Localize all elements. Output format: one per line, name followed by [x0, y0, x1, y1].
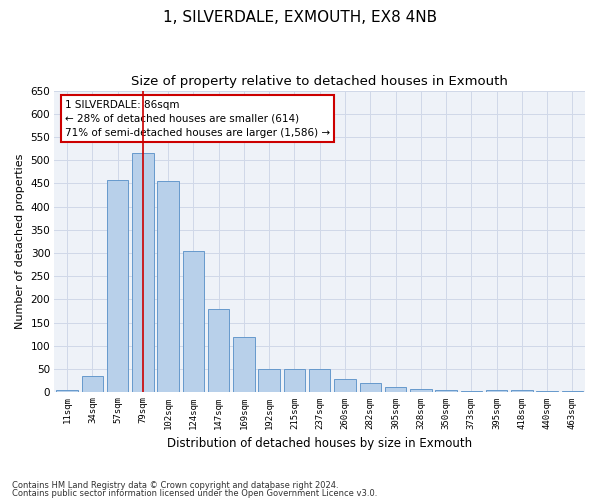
Text: Contains HM Land Registry data © Crown copyright and database right 2024.: Contains HM Land Registry data © Crown c… — [12, 481, 338, 490]
Bar — [182, 250, 204, 392]
Bar — [132, 153, 154, 392]
Bar — [284, 369, 305, 392]
Bar — [309, 369, 331, 392]
Bar — [486, 390, 508, 392]
Title: Size of property relative to detached houses in Exmouth: Size of property relative to detached ho… — [131, 75, 508, 88]
Bar — [56, 390, 78, 392]
Bar — [385, 386, 406, 392]
Y-axis label: Number of detached properties: Number of detached properties — [15, 154, 25, 329]
Bar — [536, 391, 558, 392]
Bar — [157, 181, 179, 392]
Bar — [410, 388, 431, 392]
Bar — [334, 380, 356, 392]
Bar — [208, 308, 229, 392]
Bar — [233, 338, 254, 392]
Text: 1, SILVERDALE, EXMOUTH, EX8 4NB: 1, SILVERDALE, EXMOUTH, EX8 4NB — [163, 10, 437, 25]
Bar — [562, 391, 583, 392]
Bar — [461, 391, 482, 392]
X-axis label: Distribution of detached houses by size in Exmouth: Distribution of detached houses by size … — [167, 437, 472, 450]
Bar — [436, 390, 457, 392]
Text: 1 SILVERDALE: 86sqm
← 28% of detached houses are smaller (614)
71% of semi-detac: 1 SILVERDALE: 86sqm ← 28% of detached ho… — [65, 100, 330, 138]
Bar — [107, 180, 128, 392]
Bar — [82, 376, 103, 392]
Bar — [359, 383, 381, 392]
Bar — [259, 369, 280, 392]
Text: Contains public sector information licensed under the Open Government Licence v3: Contains public sector information licen… — [12, 488, 377, 498]
Bar — [511, 390, 533, 392]
